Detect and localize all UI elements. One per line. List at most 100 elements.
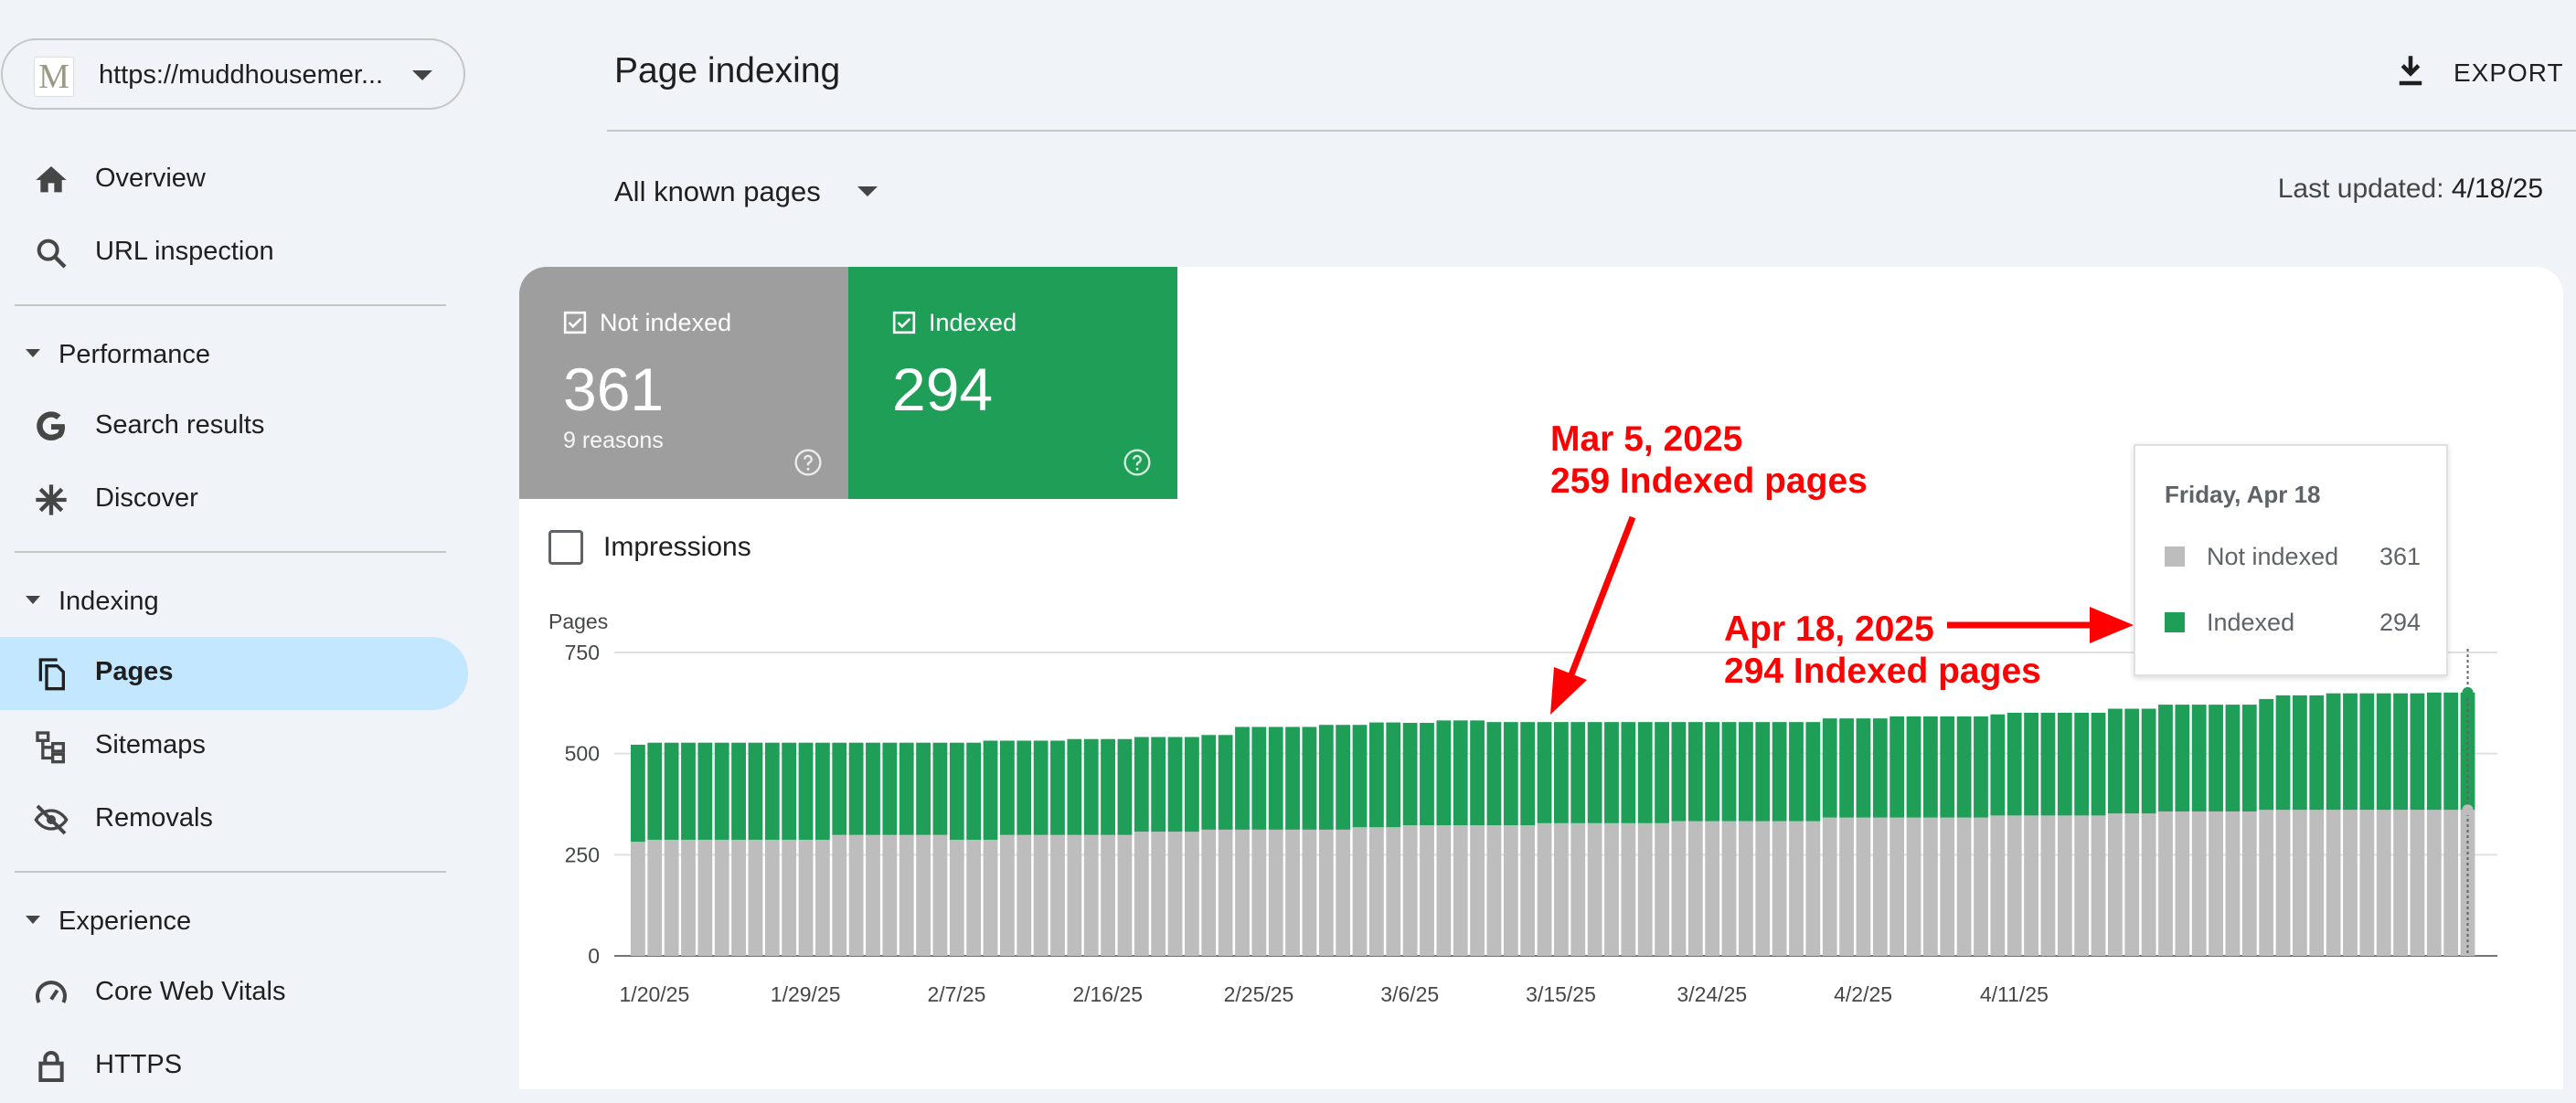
bar-not-indexed <box>1990 815 2006 956</box>
bar-not-indexed <box>1235 829 1250 956</box>
bar-indexed <box>681 742 696 840</box>
sitemap-icon <box>36 731 65 764</box>
sidebar-item-pages[interactable]: Pages <box>0 637 468 710</box>
bar-not-indexed <box>1755 821 1771 956</box>
bar-indexed <box>1033 740 1048 835</box>
bar-not-indexed <box>2091 815 2106 956</box>
bar-not-indexed <box>731 839 746 956</box>
sidebar-section-indexing[interactable]: Indexing <box>0 574 468 629</box>
bar-indexed <box>1721 722 1737 822</box>
bar-not-indexed <box>949 839 964 956</box>
sidebar-item-label: Sitemaps <box>95 730 206 759</box>
impressions-checkbox[interactable] <box>548 530 583 565</box>
bar-not-indexed <box>1336 829 1351 956</box>
checkbox-checked-icon[interactable] <box>892 311 916 334</box>
chevron-down-icon <box>857 186 878 196</box>
tile-label: Not indexed <box>600 309 732 336</box>
export-label: EXPORT <box>2454 58 2564 87</box>
header-divider <box>607 130 2576 132</box>
last-updated: Last updated: 4/18/25 <box>2278 174 2543 205</box>
bar-not-indexed <box>1687 821 1703 956</box>
help-icon[interactable] <box>793 448 823 477</box>
sidebar-item-search-results[interactable]: Search results <box>0 390 468 463</box>
bar-not-indexed <box>631 842 645 956</box>
bar-not-indexed <box>2393 810 2408 956</box>
bar-indexed <box>1872 718 1888 818</box>
bar-indexed <box>2426 692 2442 811</box>
bar-indexed <box>1687 722 1703 822</box>
bar-indexed <box>1420 723 1434 826</box>
bar-indexed <box>1655 722 1669 823</box>
annotation-line: 294 Indexed pages <box>1724 652 2041 691</box>
pages-filter-dropdown[interactable]: All known pages <box>614 170 889 216</box>
sidebar-item-discover[interactable]: Discover <box>0 463 468 536</box>
bar-not-indexed <box>1352 827 1368 956</box>
checkbox-checked-icon[interactable] <box>563 311 587 334</box>
x-tick-label: 3/24/25 <box>1677 982 1747 1006</box>
tile-value: 294 <box>892 355 994 423</box>
bar-not-indexed <box>2376 810 2391 956</box>
tooltip-swatch <box>2165 546 2185 567</box>
bar-not-indexed <box>2460 810 2475 956</box>
bar-indexed <box>1604 722 1619 823</box>
bar-not-indexed <box>664 839 679 956</box>
bar-not-indexed <box>1050 834 1065 956</box>
sidebar-item-label: Overview <box>95 164 206 193</box>
not-indexed-tile[interactable]: Not indexed 361 9 reasons <box>519 267 848 499</box>
bar-not-indexed <box>848 834 864 956</box>
sidebar-item-core-web-vitals[interactable]: Core Web Vitals <box>0 957 468 1030</box>
bar-not-indexed <box>1318 829 1334 956</box>
bar-indexed <box>647 742 663 840</box>
bar-indexed <box>714 742 729 840</box>
bar-indexed <box>1621 722 1636 823</box>
bar-indexed <box>1554 722 1569 823</box>
y-tick-label: 750 <box>565 641 600 664</box>
bar-indexed <box>1083 738 1099 835</box>
bar-indexed <box>1336 725 1351 830</box>
bar-indexed <box>2343 693 2358 811</box>
bar-indexed <box>1235 726 1250 830</box>
bar-not-indexed <box>1369 827 1384 956</box>
sidebar-item-label: Pages <box>95 657 174 686</box>
bar-indexed <box>966 742 982 840</box>
bar-not-indexed <box>1554 822 1569 956</box>
sidebar-section-experience[interactable]: Experience <box>0 894 468 949</box>
bar-indexed <box>1386 722 1401 828</box>
bar-indexed <box>2007 712 2022 816</box>
bar-indexed <box>815 742 830 840</box>
bar-indexed <box>1436 720 1452 826</box>
tooltip-swatch <box>2165 612 2185 632</box>
bar-not-indexed <box>2293 810 2307 956</box>
bar-indexed <box>1201 735 1217 830</box>
sidebar-item-sitemaps[interactable]: Sitemaps <box>0 710 468 783</box>
bar-not-indexed <box>2057 815 2072 956</box>
bar-indexed <box>1318 725 1334 830</box>
bar-not-indexed <box>899 834 914 956</box>
bar-indexed <box>2057 712 2072 816</box>
bar-indexed <box>1134 737 1149 833</box>
help-icon[interactable] <box>1123 448 1152 477</box>
bar-indexed <box>2293 695 2307 811</box>
sidebar-item-url-inspection[interactable]: URL inspection <box>0 217 468 290</box>
indexed-tile[interactable]: Indexed 294 <box>848 267 1177 499</box>
bar-not-indexed <box>832 834 847 956</box>
pages-icon <box>38 658 65 691</box>
property-selector[interactable]: M https://muddhousemer... <box>1 38 465 110</box>
impressions-label: Impressions <box>603 532 751 562</box>
bar-indexed <box>1352 725 1368 828</box>
bar-not-indexed <box>1420 825 1434 956</box>
bar-indexed <box>1839 718 1854 818</box>
bar-not-indexed <box>647 839 663 956</box>
sidebar-section-performance[interactable]: Performance <box>0 327 468 382</box>
bar-indexed <box>697 742 713 840</box>
export-button[interactable]: EXPORT <box>2391 49 2565 93</box>
search-icon <box>37 239 67 269</box>
bar-not-indexed <box>1167 832 1183 956</box>
tile-label: Indexed <box>929 309 1017 336</box>
section-label: Indexing <box>59 587 159 616</box>
bar-indexed <box>1050 740 1065 835</box>
speed-icon <box>36 981 67 1003</box>
bar-not-indexed <box>1033 834 1048 956</box>
sidebar-item-overview[interactable]: Overview <box>0 143 468 217</box>
sidebar-item-removals[interactable]: Removals <box>0 783 468 856</box>
